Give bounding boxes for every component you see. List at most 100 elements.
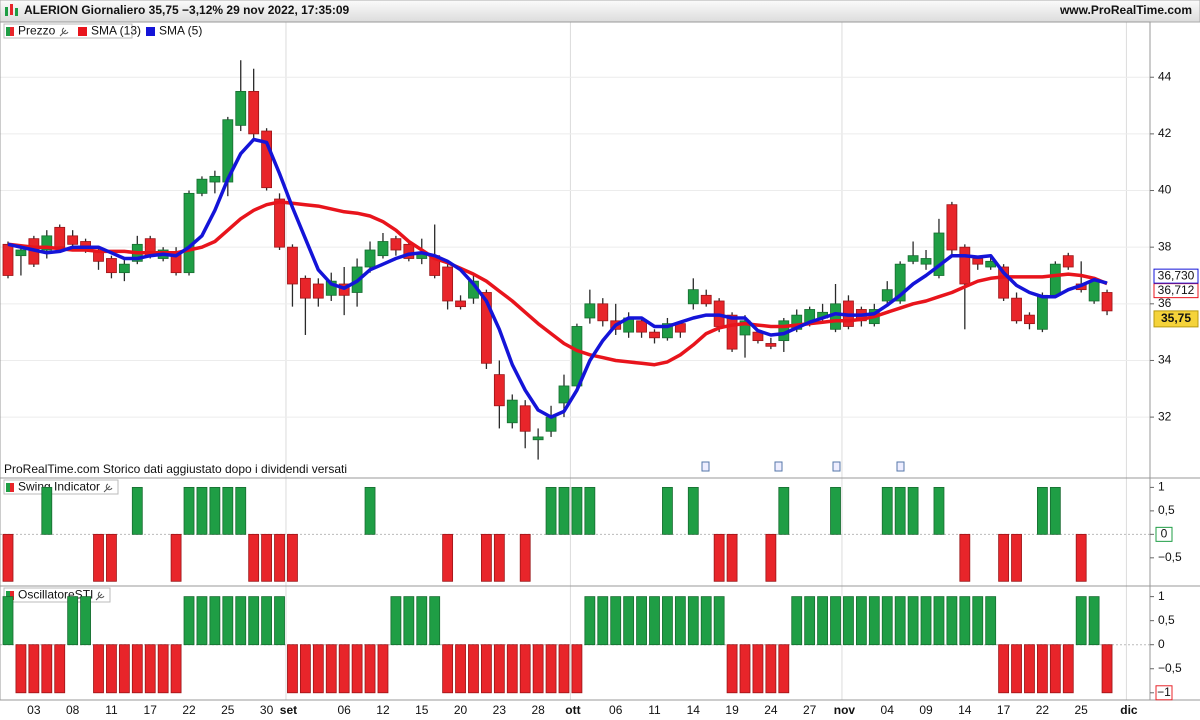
x-tick-label: 03: [27, 703, 41, 717]
indicator-bar: [157, 644, 169, 694]
indicator-bar: [623, 596, 635, 646]
indicator-bar: [403, 596, 415, 646]
candle-body: [506, 399, 518, 424]
indicator-bar: [364, 644, 376, 694]
x-tick-label: 17: [997, 703, 1011, 717]
indicator-bar: [442, 644, 454, 694]
indicator-bar: [571, 644, 583, 694]
indicator-bar: [312, 644, 324, 694]
indicator-bar: [726, 533, 738, 582]
panel-legend: OscillatoreSTI: [3, 587, 111, 603]
value-box: [1155, 526, 1173, 542]
indicator-bar: [933, 596, 945, 646]
indicator-bar: [118, 644, 130, 694]
candle-body: [1088, 280, 1100, 302]
legend: Prezzo SMA (13) SMA (5): [3, 23, 202, 39]
indicator-bar: [519, 644, 531, 694]
indicator-bar: [274, 596, 285, 646]
candle-body: [998, 266, 1010, 299]
indicator-bar: [998, 644, 1010, 694]
indicator-bar: [765, 644, 777, 694]
candle-body: [287, 246, 298, 285]
indicator-bar: [481, 644, 492, 694]
y-tick-label: −1: [1157, 685, 1171, 699]
x-tick-label: 20: [454, 703, 468, 717]
x-tick-label: 24: [764, 703, 778, 717]
candle-body: [649, 331, 660, 339]
indicator-bar: [183, 596, 195, 646]
candle-body: [1037, 294, 1048, 330]
settings-icon[interactable]: [103, 483, 113, 493]
indicator-bar: [1011, 533, 1022, 582]
indicator-bar: [506, 644, 518, 694]
indicator-bar: [610, 596, 622, 646]
indicator-bar: [209, 596, 221, 646]
candle-body: [312, 283, 324, 299]
price-label: 36,730: [1158, 268, 1195, 282]
y-tick-label: 0,5: [1158, 503, 1175, 517]
indicator-bar: [248, 596, 260, 646]
indicator-bar: [726, 644, 738, 694]
x-tick-label: 19: [725, 703, 739, 717]
indicator-bar: [442, 533, 454, 582]
indicator-bar: [662, 486, 673, 535]
y-tick-label: 44: [1158, 69, 1172, 83]
indicator-bar: [196, 596, 208, 646]
candle-body: [881, 289, 893, 302]
candle-body: [558, 385, 570, 404]
x-tick-label: 06: [338, 703, 352, 717]
candle-body: [183, 192, 195, 274]
indicator-bar: [558, 644, 570, 694]
indicator-bar: [959, 533, 971, 582]
indicator-bar: [662, 596, 673, 646]
candle-body: [15, 249, 27, 257]
candle-body: [959, 246, 971, 285]
x-tick-label: 30: [260, 703, 274, 717]
indicator-bar: [933, 486, 945, 535]
indicator-bar: [1011, 644, 1022, 694]
y-tick-label: 40: [1158, 183, 1172, 197]
x-tick-label: 22: [1036, 703, 1050, 717]
indicator-bar: [287, 533, 298, 582]
header-title: ALERION Giornaliero 35,75 −3,12% 29 nov …: [24, 3, 349, 17]
indicator-bar: [1075, 533, 1087, 582]
x-tick-label: 15: [415, 703, 429, 717]
indicator-bar: [41, 486, 53, 535]
indicator-bar: [778, 486, 790, 535]
indicator-bar: [946, 596, 958, 646]
settings-icon[interactable]: [95, 591, 105, 601]
value-box: [1155, 685, 1173, 701]
settings-icon[interactable]: [59, 27, 69, 37]
candle-body: [765, 343, 777, 347]
indicator-bar: [144, 644, 156, 694]
x-tick-label: 25: [1075, 703, 1089, 717]
indicator-bar: [2, 533, 14, 582]
candle-body: [274, 198, 285, 248]
indicator-bar: [868, 596, 880, 646]
indicator-bar: [985, 596, 997, 646]
candle-body: [1049, 263, 1061, 296]
x-tick-label: 14: [958, 703, 972, 717]
candle-body: [933, 232, 945, 276]
candle-body: [907, 255, 919, 262]
event-icons[interactable]: [701, 461, 905, 472]
indicator-bar: [261, 596, 273, 646]
indicator-bar: [222, 486, 234, 535]
y-tick-label: 34: [1158, 353, 1172, 367]
price-label-box: [1153, 268, 1199, 284]
header-site[interactable]: www.ProRealTime.com: [1059, 3, 1192, 17]
indicator-bar: [390, 596, 402, 646]
indicator-bar: [558, 486, 570, 535]
indicator-bar: [325, 644, 337, 694]
indicator-bar: [765, 533, 777, 582]
x-tick-label: 04: [881, 703, 895, 717]
indicator-bar: [855, 596, 867, 646]
candle-body: [481, 292, 492, 364]
indicator-bar: [571, 486, 583, 535]
indicator-bar: [468, 644, 479, 694]
indicator-bar: [235, 596, 247, 646]
x-tick-label: nov: [834, 703, 856, 717]
candle-body: [325, 280, 337, 296]
indicator-bar: [843, 596, 854, 646]
